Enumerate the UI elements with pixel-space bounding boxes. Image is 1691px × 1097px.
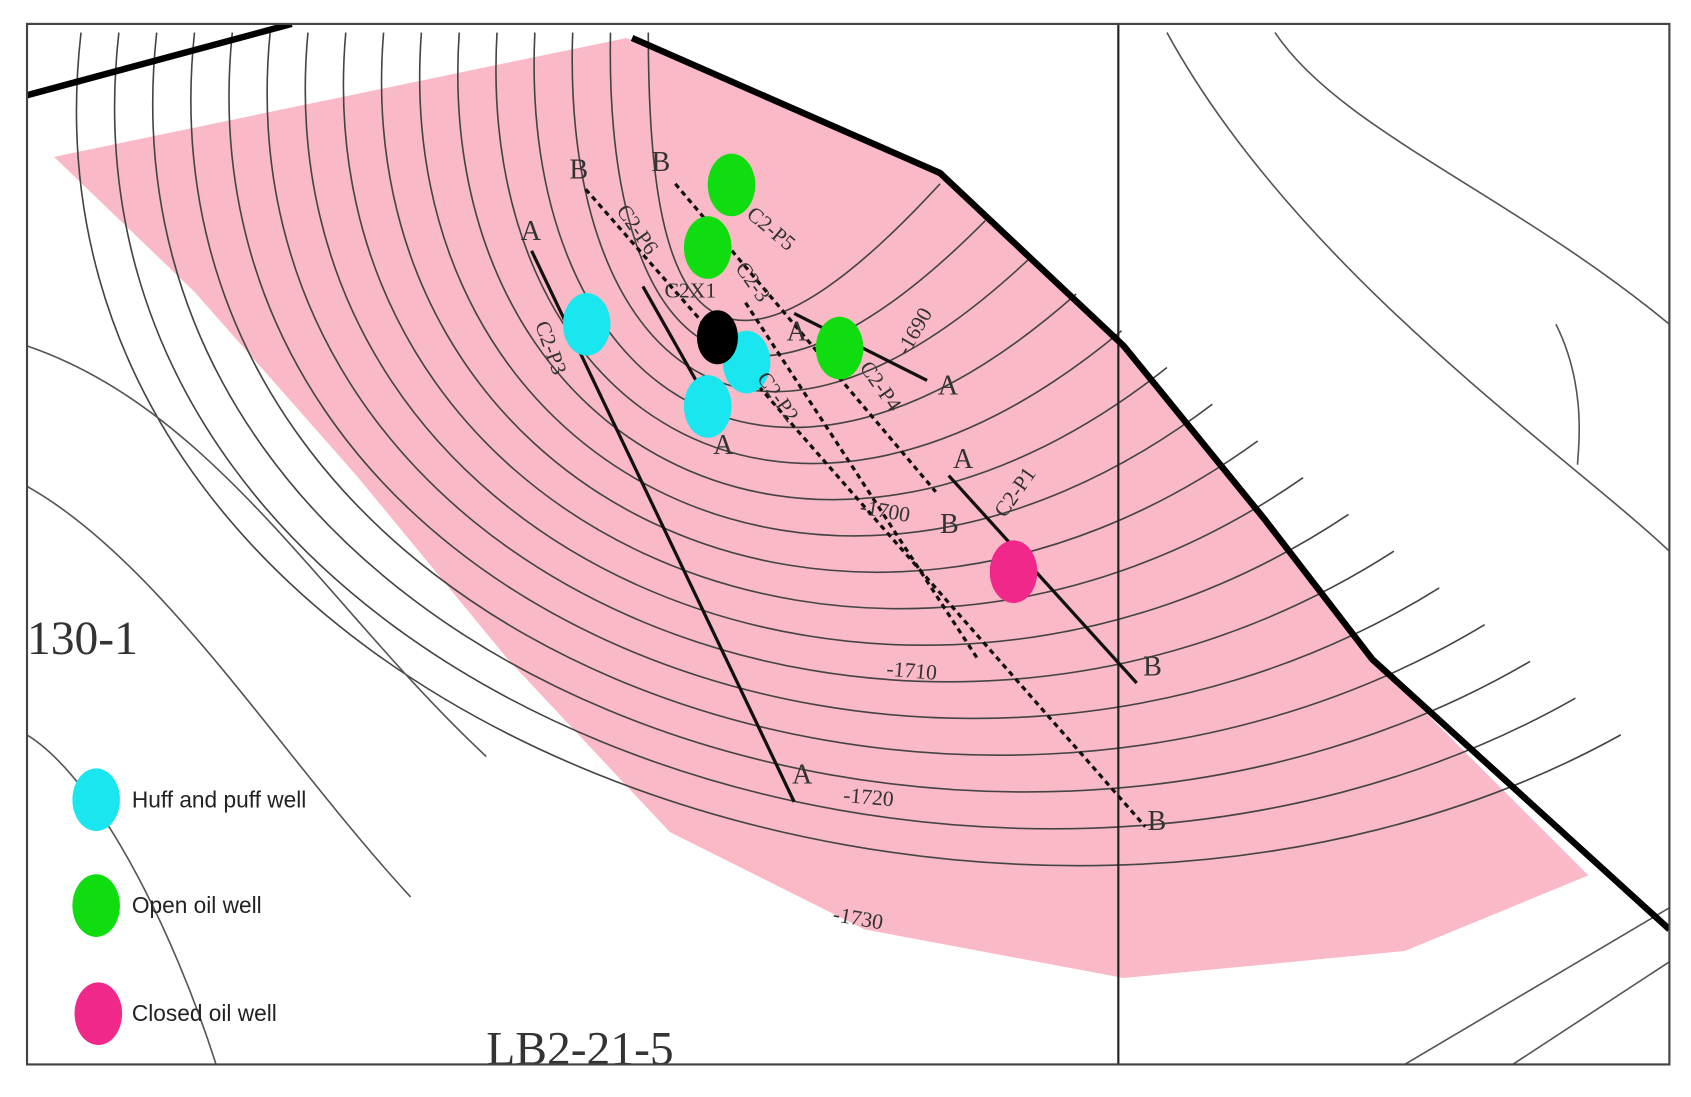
reservoir-area	[54, 37, 1589, 979]
section-end-label: A	[953, 444, 974, 475]
open-oil-well	[683, 216, 732, 279]
legend-swatch	[74, 982, 123, 1045]
section-end-label: A	[713, 430, 734, 461]
huff-puff-well	[562, 292, 611, 356]
contour-line	[380, 32, 1259, 574]
contour-lines	[75, 32, 1622, 867]
section-end-label: B	[1143, 651, 1162, 682]
legend-label: Closed oil well	[132, 1000, 277, 1026]
section-end-label: A	[938, 371, 959, 402]
section-line	[584, 188, 1147, 828]
contour-line	[228, 32, 1440, 720]
contour-label: -1710	[886, 657, 938, 685]
fault-line	[27, 23, 1670, 932]
contour-line	[304, 32, 1349, 646]
contour-line	[647, 32, 941, 322]
legend-swatch	[72, 874, 120, 937]
contour-line	[533, 32, 1077, 429]
legend: Huff and puff well Open oil well Closed …	[72, 768, 306, 1045]
well-label: C2X1	[665, 278, 717, 302]
section-end-label: A	[792, 760, 813, 791]
well	[696, 310, 738, 365]
section-lines	[530, 182, 1147, 828]
legend-label: Huff and puff well	[132, 786, 306, 812]
section-line	[744, 301, 980, 661]
closed-oil-well	[989, 540, 1038, 604]
section-end-label: B	[569, 154, 588, 185]
contour-line	[418, 32, 1213, 537]
section-end-label: A	[787, 317, 808, 348]
huff-puff-well	[683, 375, 732, 438]
legend-swatch	[72, 768, 120, 832]
legend-label: Open oil well	[132, 892, 262, 918]
section-end-label: B	[652, 147, 671, 178]
contour-line	[266, 32, 1395, 683]
section-end-label: B	[1148, 806, 1167, 837]
open-oil-well	[815, 316, 864, 380]
contour-line	[190, 32, 1486, 756]
block-label: LB2-21-5	[486, 1023, 673, 1075]
section-line	[947, 474, 1138, 685]
contour-line	[609, 32, 987, 357]
contour-line	[75, 32, 1622, 867]
contour-line	[113, 32, 1576, 830]
background-contours	[27, 32, 1670, 1065]
contour-line	[342, 32, 1304, 610]
section-end-label: A	[521, 216, 542, 247]
frame	[25, 22, 1671, 1066]
contour-line	[457, 32, 1168, 501]
open-oil-well	[707, 153, 756, 217]
contour-label: -1720	[842, 783, 894, 811]
wells	[562, 153, 1038, 604]
contour-line	[151, 32, 1531, 793]
block-label: 130-1	[27, 613, 138, 665]
contour-line	[495, 32, 1123, 465]
section-end-label: B	[940, 509, 959, 540]
